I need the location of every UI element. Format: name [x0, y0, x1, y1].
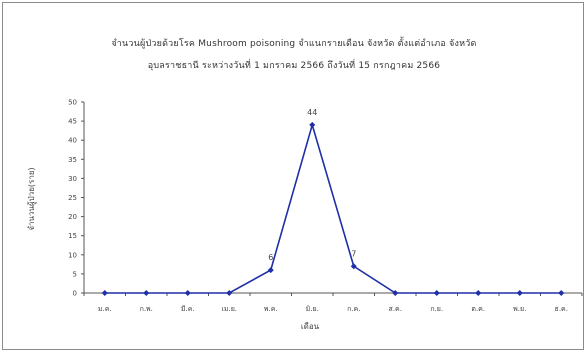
series-line — [104, 122, 562, 294]
data-point — [309, 121, 316, 128]
y-tick-label: 25 — [68, 194, 77, 202]
y-tick-label: 35 — [68, 156, 77, 164]
data-point — [392, 290, 399, 296]
x-axis-label: เดือน — [301, 322, 320, 331]
y-tick-label: 40 — [68, 137, 77, 145]
data-point — [475, 290, 482, 296]
data-point — [184, 290, 191, 296]
data-label: 6 — [268, 253, 273, 262]
data-label: 7 — [351, 249, 356, 258]
x-tick-label: ก.ค. — [347, 305, 360, 313]
data-point — [226, 290, 233, 296]
chart-subtitle: อุบลราชธานี ระหว่างวันที่ 1 มกราคม 2566 … — [147, 61, 441, 71]
y-tick-label: 30 — [68, 175, 77, 183]
data-point — [350, 263, 357, 270]
y-tick-label: 0 — [73, 290, 77, 298]
x-tick-label: พ.ย. — [513, 305, 526, 313]
x-tick-label: ก.ย. — [430, 305, 443, 313]
x-tick-label: พ.ค. — [264, 305, 278, 313]
y-tick-label: 15 — [68, 232, 77, 240]
y-axis-label: จำนวนผู้ป่วย(ราย) — [27, 167, 37, 230]
x-tick-label: ก.พ. — [140, 305, 153, 313]
y-tick-label: 20 — [68, 213, 77, 221]
x-tick-label: ธ.ค. — [555, 305, 568, 313]
chart-title: จำนวนผู้ป่วยด้วยโรค Mushroom poisoning จ… — [111, 39, 477, 49]
data-point — [101, 290, 108, 296]
chart-frame — [2, 2, 584, 350]
data-point — [558, 290, 565, 296]
y-tick-label: 5 — [73, 270, 77, 278]
data-point — [433, 290, 440, 296]
x-tick-label: ต.ค. — [471, 305, 485, 313]
data-label: 44 — [307, 108, 317, 117]
y-tick-label: 10 — [68, 251, 77, 259]
data-point — [267, 267, 274, 274]
x-tick-label: ส.ค. — [389, 305, 402, 313]
y-tick-label: 50 — [68, 99, 77, 107]
x-tick-label: มี.ค. — [181, 305, 195, 313]
data-point — [143, 290, 150, 296]
x-tick-label: ม.ค. — [98, 305, 112, 313]
data-point — [516, 290, 523, 296]
y-tick-label: 45 — [68, 118, 77, 126]
x-tick-label: มิ.ย. — [306, 305, 319, 313]
x-tick-label: เม.ย. — [221, 305, 237, 313]
